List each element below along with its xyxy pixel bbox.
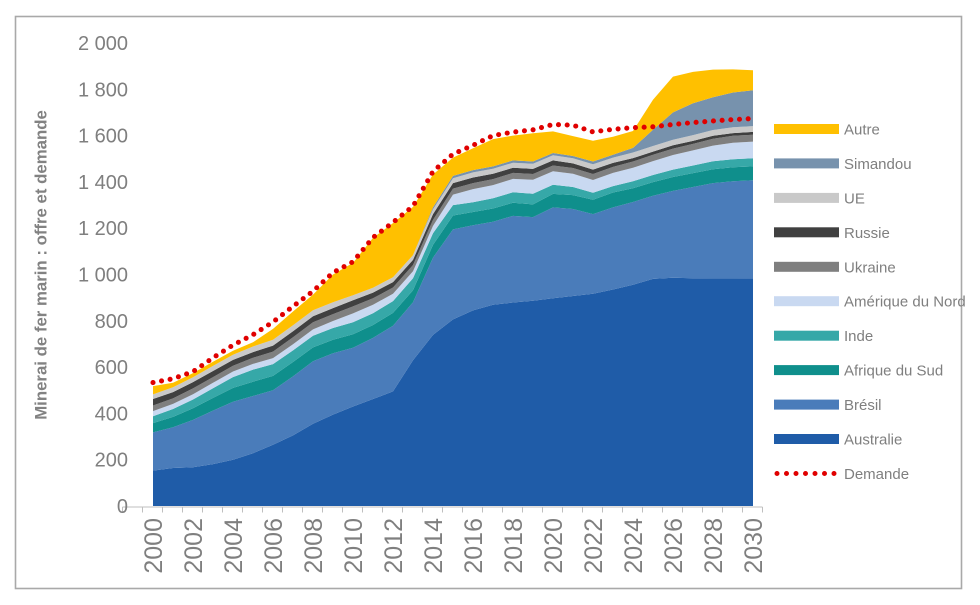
svg-text:1 600: 1 600 [78,126,128,148]
svg-text:Brésil: Brésil [844,397,882,414]
svg-text:2020: 2020 [540,518,568,574]
svg-text:2024: 2024 [620,518,648,574]
svg-text:Amérique du Nord: Amérique du Nord [844,294,966,311]
svg-text:0: 0 [117,496,128,518]
svg-text:2030: 2030 [740,518,768,574]
svg-text:Simandou: Simandou [844,156,912,173]
svg-text:Ukraine: Ukraine [844,259,896,276]
svg-text:Inde: Inde [844,328,873,345]
svg-text:600: 600 [95,357,128,379]
svg-text:Russie: Russie [844,225,890,242]
svg-text:Demande: Demande [844,466,909,483]
svg-text:UE: UE [844,190,865,207]
svg-text:2010: 2010 [340,518,368,574]
svg-text:2018: 2018 [500,518,528,574]
svg-text:2008: 2008 [300,518,328,574]
svg-text:2 000: 2 000 [78,33,128,55]
svg-text:2006: 2006 [260,518,288,574]
svg-text:1 200: 1 200 [78,218,128,240]
svg-text:Minerai de fer marin : offre e: Minerai de fer marin : offre et demande [32,110,51,420]
svg-text:2004: 2004 [220,518,248,574]
svg-text:2012: 2012 [380,518,408,574]
svg-text:Afrique du Sud: Afrique du Sud [844,363,943,380]
svg-text:2026: 2026 [660,518,688,574]
svg-text:1 000: 1 000 [78,265,128,287]
svg-text:1 400: 1 400 [78,172,128,194]
svg-text:2014: 2014 [420,518,448,574]
svg-text:2002: 2002 [180,518,208,574]
svg-text:2022: 2022 [580,518,608,574]
svg-text:2000: 2000 [140,518,168,574]
svg-text:400: 400 [95,403,128,425]
svg-text:2028: 2028 [700,518,728,574]
svg-text:Autre: Autre [844,122,880,139]
svg-text:200: 200 [95,450,128,472]
svg-text:800: 800 [95,311,128,333]
svg-text:1 800: 1 800 [78,79,128,101]
svg-text:Australie: Australie [844,432,902,449]
svg-text:2016: 2016 [460,518,488,574]
